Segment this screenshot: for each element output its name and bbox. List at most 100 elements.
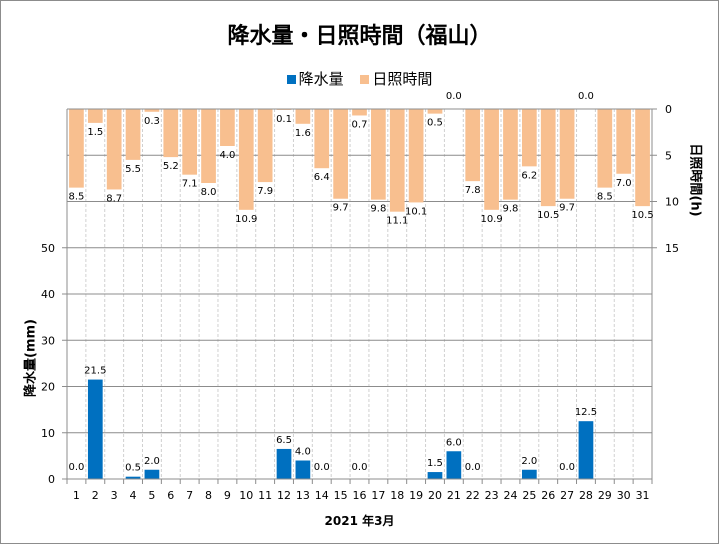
sunshine-bar xyxy=(635,109,650,207)
sunshine-data-label: 9.7 xyxy=(559,203,575,214)
sunshine-bar xyxy=(465,109,481,182)
precipitation-bar xyxy=(276,448,292,479)
precipitation-data-label: 2.0 xyxy=(144,456,160,467)
x-tick-label: 9 xyxy=(224,489,231,502)
x-tick-label: 4 xyxy=(130,489,137,502)
sunshine-bar xyxy=(371,109,386,200)
sunshine-bar xyxy=(314,109,330,169)
sunshine-bar xyxy=(427,109,443,114)
x-tick-label: 5 xyxy=(148,489,155,502)
legend-label-sunshine: 日照時間 xyxy=(372,70,433,88)
precipitation-bar xyxy=(125,476,141,479)
sunshine-bar xyxy=(238,109,254,210)
precipitation-data-label: 0.0 xyxy=(465,462,481,473)
sunshine-data-label: 1.5 xyxy=(87,127,103,138)
sunshine-bar xyxy=(521,109,537,167)
sunshine-bar xyxy=(144,109,160,112)
x-tick-label: 22 xyxy=(466,489,480,502)
y-tick-label: 0 xyxy=(48,473,55,486)
sunshine-data-label: 7.0 xyxy=(616,178,632,189)
sunshine-data-label: 10.1 xyxy=(405,206,427,217)
precipitation-bar xyxy=(521,469,537,479)
sunshine-data-label: 0.0 xyxy=(578,91,594,102)
legend-swatch-sunshine xyxy=(360,75,370,84)
sunshine-data-label: 6.4 xyxy=(314,172,330,183)
y-axis-title: 降水量(mm) xyxy=(23,319,39,397)
sunshine-data-label: 7.1 xyxy=(182,179,198,190)
y2-tick-label: 15 xyxy=(665,242,679,255)
precipitation-data-label: 12.5 xyxy=(575,407,597,418)
legend-item-sunshine: 日照時間 xyxy=(360,68,432,89)
legend-label-precipitation: 降水量 xyxy=(298,70,344,88)
x-axis-title: 2021 年3月 xyxy=(324,514,395,528)
sunshine-bar xyxy=(352,109,367,116)
x-tick-label: 31 xyxy=(636,489,650,502)
sunshine-data-label: 5.2 xyxy=(163,161,179,172)
sunshine-data-label: 10.9 xyxy=(235,214,257,225)
sunshine-bar xyxy=(69,109,84,188)
sunshine-data-label: 8.5 xyxy=(68,192,84,203)
precipitation-bar xyxy=(144,469,160,479)
x-tick-label: 30 xyxy=(617,489,631,502)
x-tick-label: 6 xyxy=(167,489,174,502)
y2-tick-label: 5 xyxy=(665,149,672,162)
sunshine-bar xyxy=(295,109,311,124)
precipitation-data-label: 4.0 xyxy=(295,447,311,458)
x-tick-label: 23 xyxy=(485,489,499,502)
sunshine-bar xyxy=(87,109,103,123)
sunshine-bar xyxy=(125,109,141,160)
x-tick-label: 16 xyxy=(353,489,367,502)
x-tick-label: 17 xyxy=(371,489,385,502)
sunshine-bar xyxy=(408,109,424,203)
sunshine-data-label: 1.6 xyxy=(295,128,311,139)
sunshine-bar xyxy=(333,109,348,199)
y-tick-label: 40 xyxy=(41,288,55,301)
x-tick-label: 8 xyxy=(205,489,212,502)
sunshine-data-label: 9.8 xyxy=(370,204,386,215)
x-tick-label: 7 xyxy=(186,489,193,502)
sunshine-bar xyxy=(559,109,575,199)
sunshine-bar xyxy=(597,109,613,188)
precipitation-bar xyxy=(446,451,462,479)
sunshine-bar xyxy=(616,109,632,174)
y2-tick-label: 10 xyxy=(665,196,679,209)
legend: 降水量 日照時間 xyxy=(0,68,719,89)
x-tick-label: 1 xyxy=(73,489,80,502)
legend-swatch-precipitation xyxy=(286,75,296,84)
precipitation-data-label: 0.5 xyxy=(125,463,141,474)
sunshine-bar xyxy=(163,109,179,158)
y-tick-label: 10 xyxy=(41,427,55,440)
x-tick-label: 27 xyxy=(560,489,574,502)
x-tick-label: 18 xyxy=(390,489,404,502)
x-tick-label: 21 xyxy=(447,489,461,502)
sunshine-data-label: 11.1 xyxy=(386,216,408,227)
precipitation-bar xyxy=(427,472,443,479)
y2-axis-title: 日照時間(h) xyxy=(687,143,703,217)
sunshine-data-label: 6.2 xyxy=(521,170,537,181)
sunshine-data-label: 8.0 xyxy=(201,187,217,198)
x-tick-label: 3 xyxy=(111,489,118,502)
sunshine-data-label: 8.7 xyxy=(106,193,122,204)
sunshine-data-label: 8.5 xyxy=(597,192,613,203)
sunshine-data-label: 9.7 xyxy=(333,203,349,214)
precipitation-data-label: 21.5 xyxy=(84,366,106,377)
x-tick-label: 10 xyxy=(239,489,253,502)
sunshine-data-label: 10.5 xyxy=(631,210,653,221)
sunshine-bar xyxy=(257,109,273,183)
legend-item-precipitation: 降水量 xyxy=(286,68,344,89)
x-tick-label: 15 xyxy=(334,489,348,502)
x-tick-label: 11 xyxy=(258,489,272,502)
sunshine-data-label: 5.5 xyxy=(125,164,141,175)
precipitation-data-label: 6.5 xyxy=(276,435,292,446)
precipitation-data-label: 1.5 xyxy=(427,458,443,469)
sunshine-bar xyxy=(182,109,198,175)
x-tick-label: 19 xyxy=(409,489,423,502)
x-tick-label: 26 xyxy=(541,489,555,502)
chart-title: 降水量・日照時間（福山） xyxy=(227,24,492,49)
x-tick-label: 12 xyxy=(277,489,291,502)
precipitation-data-label: 0.0 xyxy=(559,462,575,473)
sunshine-data-label: 0.3 xyxy=(144,116,160,127)
sunshine-bar xyxy=(106,109,122,190)
x-tick-label: 2 xyxy=(92,489,99,502)
